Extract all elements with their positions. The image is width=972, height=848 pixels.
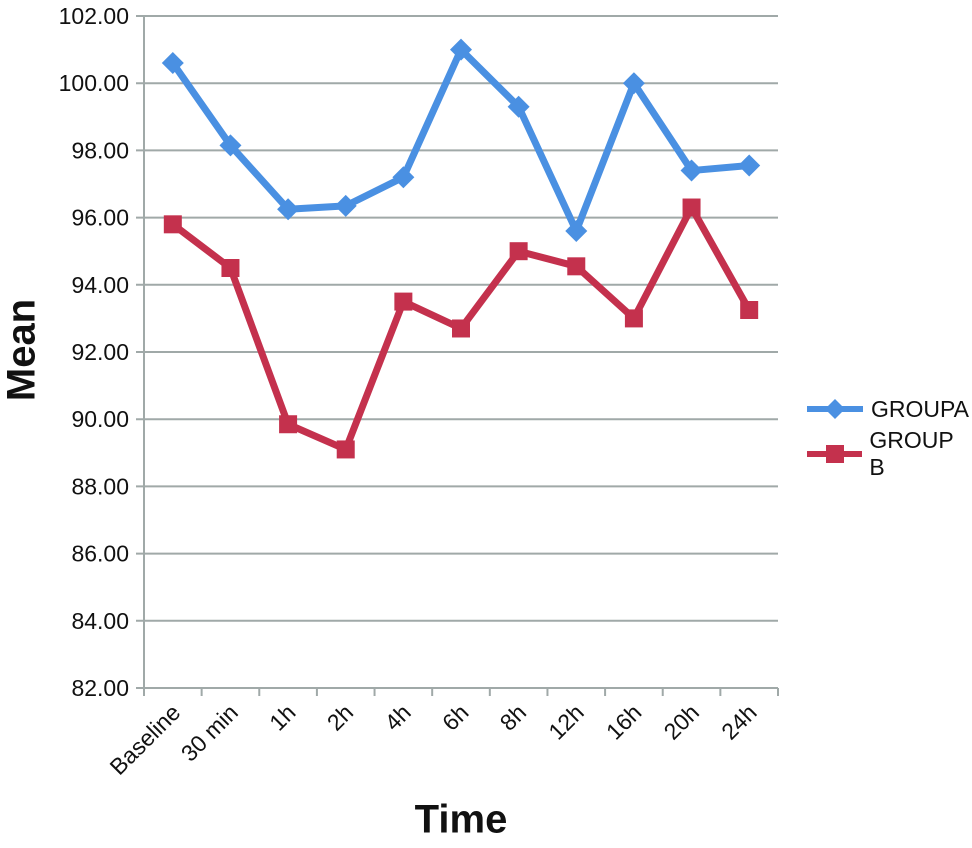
- data-point-marker-group-b: [624, 309, 643, 328]
- x-tick-label: Baseline: [105, 699, 186, 780]
- legend-diamond-marker-icon: [807, 399, 863, 419]
- data-point-marker-groupa: [392, 166, 415, 189]
- x-tick-label: 30 min: [176, 699, 243, 766]
- data-point-marker-group-b: [740, 301, 759, 319]
- y-tick-label: 86.00: [71, 541, 129, 567]
- data-point-marker-groupa: [450, 38, 472, 61]
- data-point-marker-group-b: [394, 292, 413, 311]
- data-point-marker-group-b: [279, 415, 298, 434]
- y-tick-label: 96.00: [71, 205, 129, 231]
- data-point-marker-groupa: [219, 134, 242, 157]
- data-point-marker-groupa: [334, 194, 357, 217]
- series-line-groupa: [169, 46, 753, 235]
- data-point-marker-groupa: [622, 72, 645, 95]
- data-point-marker-group-b: [336, 440, 355, 459]
- x-tick-label: 16h: [601, 699, 647, 745]
- x-tick-label: 12h: [543, 699, 589, 745]
- y-tick-label: 102.00: [59, 3, 129, 29]
- y-tick-label: 94.00: [71, 272, 129, 298]
- data-point-marker-group-b: [509, 242, 528, 261]
- legend-label-group-b: GROUP B: [869, 427, 954, 480]
- data-point-marker-groupa: [565, 220, 588, 243]
- y-tick-label: 98.00: [71, 137, 129, 163]
- y-tick-label: 84.00: [71, 608, 129, 634]
- y-axis-title: Mean: [0, 298, 44, 402]
- data-point-marker-group-b: [452, 319, 470, 338]
- data-point-marker-groupa: [680, 159, 703, 182]
- x-tick-label: 20h: [659, 699, 705, 745]
- data-point-marker-group-b: [682, 198, 701, 217]
- y-tick-label: 88.00: [71, 473, 129, 499]
- legend-label-group-a: GROUPA: [871, 395, 969, 422]
- x-tick-label: 4h: [379, 699, 415, 735]
- x-tick-label: 2h: [322, 699, 358, 735]
- data-point-marker-group-b: [567, 257, 586, 276]
- legend-item-group-b: GROUP B: [806, 427, 972, 480]
- x-tick-label: 8h: [495, 699, 531, 735]
- x-tick-label: 6h: [437, 699, 473, 735]
- x-tick-label: 24h: [716, 699, 762, 745]
- y-tick-label: 100.00: [59, 70, 129, 96]
- x-tick-label: 1h: [264, 699, 300, 735]
- legend: GROUPA GROUP B: [806, 394, 972, 480]
- data-point-marker-groupa: [507, 95, 530, 118]
- data-point-marker-group-b: [163, 215, 182, 234]
- legend-square-marker-icon: [807, 445, 863, 463]
- y-tick-label: 82.00: [71, 675, 129, 701]
- data-point-marker-groupa: [161, 52, 184, 75]
- y-tick-label: 92.00: [71, 339, 129, 365]
- y-tick-label: 90.00: [71, 406, 129, 432]
- data-point-marker-groupa: [738, 154, 761, 177]
- data-point-marker-group-b: [221, 259, 240, 277]
- legend-item-group-a: GROUPA: [806, 394, 972, 424]
- data-point-marker-groupa: [277, 198, 300, 221]
- x-axis-title: Time: [414, 797, 508, 842]
